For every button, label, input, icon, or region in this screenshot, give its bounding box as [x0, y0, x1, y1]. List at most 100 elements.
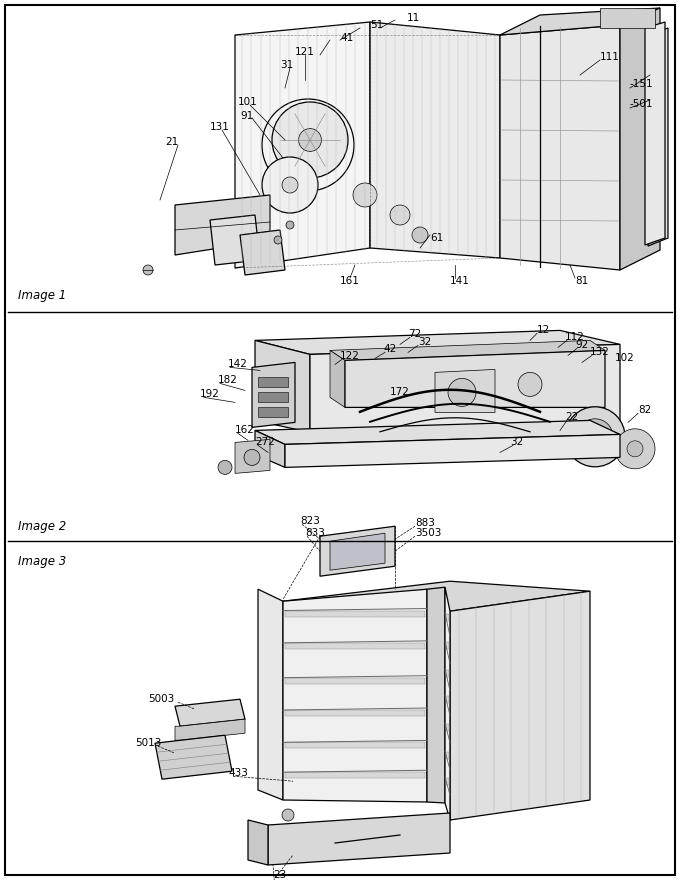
Circle shape — [587, 429, 603, 444]
Text: 131: 131 — [210, 122, 230, 132]
Polygon shape — [283, 581, 590, 612]
Text: 823: 823 — [300, 517, 320, 526]
Text: 41: 41 — [340, 33, 353, 43]
Circle shape — [627, 441, 643, 457]
Text: 433: 433 — [228, 768, 248, 778]
Text: Image 3: Image 3 — [18, 555, 66, 568]
Polygon shape — [330, 341, 605, 361]
Text: 102: 102 — [615, 354, 634, 363]
Bar — [285, 611, 425, 617]
Text: 192: 192 — [200, 389, 220, 400]
Polygon shape — [427, 587, 445, 803]
Bar — [258, 392, 288, 402]
Circle shape — [518, 372, 542, 396]
Bar — [446, 642, 449, 649]
Polygon shape — [330, 350, 345, 407]
Circle shape — [615, 429, 655, 469]
Text: 132: 132 — [590, 348, 610, 357]
Text: 833: 833 — [305, 528, 325, 539]
Polygon shape — [235, 22, 370, 268]
Polygon shape — [370, 22, 500, 258]
Text: 5013: 5013 — [135, 738, 161, 748]
Polygon shape — [330, 533, 385, 570]
Bar — [446, 614, 449, 621]
Bar — [600, 8, 655, 28]
Text: 91: 91 — [240, 111, 253, 121]
Text: 5003: 5003 — [148, 694, 174, 704]
Polygon shape — [175, 719, 245, 740]
Text: 82: 82 — [638, 406, 651, 415]
Bar — [446, 752, 449, 759]
Circle shape — [353, 183, 377, 207]
Text: 31: 31 — [280, 60, 293, 70]
Text: 23: 23 — [273, 870, 286, 880]
Polygon shape — [435, 370, 495, 413]
Text: 21: 21 — [165, 137, 178, 147]
Bar — [446, 696, 449, 703]
Polygon shape — [175, 195, 270, 255]
Text: 162: 162 — [235, 425, 255, 436]
Text: 51: 51 — [370, 20, 384, 30]
Text: Image 1: Image 1 — [18, 290, 66, 303]
Text: 122: 122 — [340, 351, 360, 362]
Text: 141: 141 — [450, 276, 470, 286]
Text: -501: -501 — [630, 99, 653, 109]
Polygon shape — [648, 28, 668, 246]
Text: 121: 121 — [295, 47, 315, 57]
Bar — [285, 643, 425, 649]
Circle shape — [390, 205, 410, 225]
Bar — [258, 407, 288, 417]
Bar — [285, 678, 425, 684]
Bar — [446, 671, 449, 678]
Polygon shape — [240, 230, 285, 275]
Text: -151: -151 — [630, 79, 653, 89]
Text: 111: 111 — [600, 52, 620, 62]
Text: 32: 32 — [418, 337, 431, 348]
Bar — [258, 378, 288, 387]
Bar — [285, 773, 425, 778]
Bar — [446, 778, 449, 785]
Polygon shape — [345, 350, 605, 407]
Text: 12: 12 — [537, 326, 550, 335]
Text: 142: 142 — [228, 359, 248, 370]
Polygon shape — [268, 813, 450, 865]
Circle shape — [282, 177, 298, 193]
Circle shape — [412, 227, 428, 243]
Text: 182: 182 — [218, 376, 238, 385]
Text: Image 2: Image 2 — [18, 520, 66, 533]
Circle shape — [299, 128, 322, 151]
Polygon shape — [258, 590, 283, 800]
Polygon shape — [285, 435, 620, 467]
Polygon shape — [450, 591, 590, 820]
Polygon shape — [155, 735, 232, 779]
Text: 272: 272 — [255, 437, 275, 447]
Polygon shape — [310, 344, 620, 432]
Polygon shape — [255, 430, 285, 467]
Text: 11: 11 — [407, 13, 420, 23]
Circle shape — [272, 102, 348, 178]
Text: 161: 161 — [340, 276, 360, 286]
Polygon shape — [320, 526, 395, 576]
Polygon shape — [255, 341, 310, 432]
Polygon shape — [500, 8, 660, 35]
Polygon shape — [445, 587, 450, 820]
Circle shape — [262, 157, 318, 213]
Polygon shape — [175, 700, 245, 726]
Text: 172: 172 — [390, 387, 410, 398]
Polygon shape — [500, 25, 620, 270]
Bar — [446, 724, 449, 731]
Text: 883: 883 — [415, 518, 435, 528]
Polygon shape — [255, 330, 620, 355]
Text: 22: 22 — [565, 413, 578, 422]
Text: 112: 112 — [565, 333, 585, 342]
Polygon shape — [248, 820, 268, 865]
Circle shape — [282, 809, 294, 821]
Text: 92: 92 — [575, 341, 588, 350]
Circle shape — [286, 221, 294, 229]
Text: 42: 42 — [383, 344, 396, 355]
Circle shape — [143, 265, 153, 275]
Polygon shape — [620, 8, 660, 270]
Text: 72: 72 — [408, 329, 421, 340]
Circle shape — [565, 407, 625, 466]
Bar — [285, 710, 425, 716]
